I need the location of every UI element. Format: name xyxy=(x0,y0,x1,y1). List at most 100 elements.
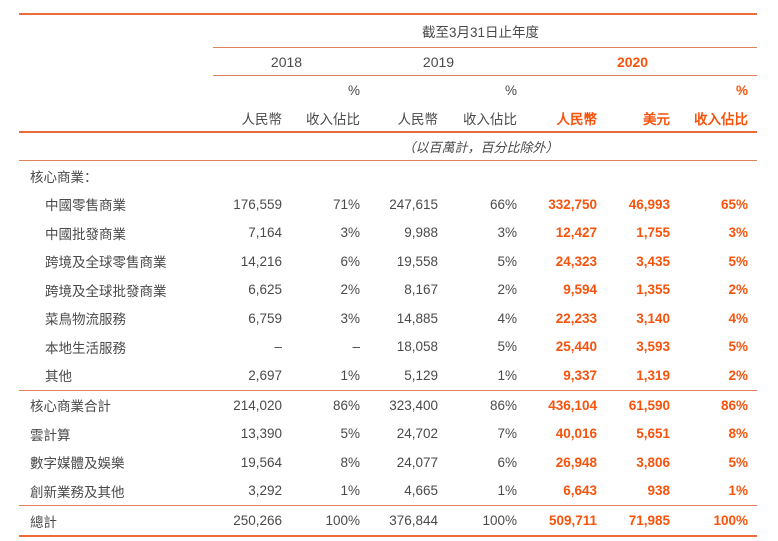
row-value: 3,593 xyxy=(636,339,670,355)
period-header-row: 截至3月31日止年度 xyxy=(19,14,758,48)
row-value xyxy=(438,161,517,191)
row-value: 86% xyxy=(670,389,758,420)
row-value: 3,435 xyxy=(636,253,670,269)
row-label: 其他 xyxy=(45,369,72,385)
units-note-row: （以百萬計，百分比除外） xyxy=(19,132,758,161)
row-value: 3% xyxy=(497,225,517,241)
row-value: 40,016 xyxy=(555,426,597,442)
row-label: 雲計算 xyxy=(30,427,71,443)
spacer-cell xyxy=(19,14,213,48)
row-value: 4% xyxy=(728,310,749,326)
table-row: 菜鳥物流服務 6,759 3% 14,885 4% 22,233 3,140 4% xyxy=(19,304,757,333)
row-value: 100% xyxy=(438,505,517,537)
row-value: 3,806 xyxy=(636,454,670,470)
row-value: 86% xyxy=(282,389,360,420)
col-header-rmb-2018: 人民幣 xyxy=(213,104,282,133)
row-label: 核心商業合計 xyxy=(19,389,213,420)
table-row: 數字媒體及娛樂 19,564 8% 24,077 6% 26,948 3,806 5% xyxy=(19,448,757,477)
row-value: 24,702 xyxy=(396,426,438,442)
spacer-cell xyxy=(19,76,213,105)
row-value: 18,058 xyxy=(396,339,438,355)
row-value: 3% xyxy=(340,225,360,241)
pct-symbol-2018: % xyxy=(347,82,360,98)
row-value: 214,020 xyxy=(213,389,282,420)
row-label: 創新業務及其他 xyxy=(30,484,125,500)
row-value: 6,625 xyxy=(248,282,282,298)
row-value: 5% xyxy=(728,253,749,269)
row-value: – xyxy=(274,339,282,355)
row-value: 9,337 xyxy=(563,367,597,383)
row-value: 4% xyxy=(497,310,517,326)
row-value: 1,755 xyxy=(636,225,670,241)
table-row: 跨境及全球零售商業 14,216 6% 19,558 5% 24,323 3,435 5% xyxy=(19,247,757,276)
row-label: 中國零售商業 xyxy=(45,198,126,214)
row-value: 71,985 xyxy=(597,505,670,537)
row-value: 5% xyxy=(497,253,517,269)
row-value: 86% xyxy=(438,389,517,420)
row-value: 4,665 xyxy=(404,483,438,499)
row-value: 2% xyxy=(340,282,360,298)
row-value: 3% xyxy=(728,225,749,241)
row-value: 6,759 xyxy=(248,310,282,326)
row-label: 跨境及全球零售商業 xyxy=(45,255,167,271)
row-value: 436,104 xyxy=(517,389,597,420)
row-value: 46,993 xyxy=(628,196,670,212)
row-value: 71% xyxy=(332,196,360,212)
row-value: 6% xyxy=(340,253,360,269)
row-value: 14,885 xyxy=(396,310,438,326)
row-value: 938 xyxy=(647,483,670,499)
row-value: 13,390 xyxy=(240,426,282,442)
row-value xyxy=(213,161,282,191)
row-value: 2% xyxy=(728,367,749,383)
row-value: 6,643 xyxy=(563,483,597,499)
row-value: 14,216 xyxy=(240,253,282,269)
spacer-cell xyxy=(19,104,213,133)
row-value: 2,697 xyxy=(248,367,282,383)
table-row: 中國批發商業 7,164 3% 9,988 3% 12,427 1,755 3% xyxy=(19,219,757,248)
row-value: 12,427 xyxy=(555,225,597,241)
row-label: 數字媒體及娛樂 xyxy=(30,456,125,472)
spacer-cell xyxy=(19,48,213,76)
year-header-row: 2018 2019 2020 xyxy=(19,47,758,76)
col-header-share-2020: 收入佔比 xyxy=(670,104,758,133)
row-value: 5,129 xyxy=(404,367,438,383)
row-value: 24,077 xyxy=(396,454,438,470)
table-row: 跨境及全球批發商業 6,625 2% 8,167 2% 9,594 1,355 2% xyxy=(19,276,757,305)
year-2018: 2018 xyxy=(213,47,360,76)
row-value: 26,948 xyxy=(555,454,597,470)
table-row: 其他 2,697 1% 5,129 1% 9,337 1,319 2% xyxy=(19,361,757,390)
year-2019: 2019 xyxy=(360,47,517,76)
row-value xyxy=(597,161,670,191)
percent-symbol-row: % % % xyxy=(19,76,757,105)
col-header-rmb-2019: 人民幣 xyxy=(360,104,438,133)
row-value: 509,711 xyxy=(517,505,597,537)
row-value: 1% xyxy=(340,483,360,499)
row-value: 25,440 xyxy=(555,339,597,355)
row-value: 247,615 xyxy=(389,196,438,212)
row-label: 核心商業： xyxy=(30,169,98,185)
row-value: – xyxy=(352,339,360,355)
table-row: 本地生活服務 – – 18,058 5% 25,440 3,593 5% xyxy=(19,333,757,362)
row-label: 菜鳥物流服務 xyxy=(45,312,126,328)
row-value: 9,594 xyxy=(563,282,597,298)
row-value: 323,400 xyxy=(360,389,438,420)
row-value: 1% xyxy=(340,367,360,383)
row-value: 5% xyxy=(728,339,749,355)
row-value: 19,558 xyxy=(396,253,438,269)
row-label: 總計 xyxy=(19,505,213,537)
row-value: 19,564 xyxy=(240,454,282,470)
row-value: 332,750 xyxy=(548,196,597,212)
column-header-row: 人民幣 收入佔比 人民幣 收入佔比 人民幣 美元 收入佔比 xyxy=(19,104,758,133)
row-value: 22,233 xyxy=(555,310,597,326)
row-value: 1,355 xyxy=(636,282,670,298)
table-row: 中國零售商業 176,559 71% 247,615 66% 332,750 46,993 6… xyxy=(19,190,757,219)
table-body: 核心商業： 中國零售商業 176,559 71% 247,615 66% 332,750 46… xyxy=(19,161,758,537)
table-row: 創新業務及其他 3,292 1% 4,665 1% 6,643 938 1% xyxy=(19,477,757,506)
pct-symbol-2020: % xyxy=(736,82,749,98)
row-value: 3,292 xyxy=(248,483,282,499)
col-header-usd-2020: 美元 xyxy=(597,104,670,133)
table-row: 雲計算 13,390 5% 24,702 7% 40,016 5,651 8% xyxy=(19,420,757,449)
table-row: 核心商業： xyxy=(19,161,757,191)
spacer-cell xyxy=(360,76,438,105)
period-title: 截至3月31日止年度 xyxy=(213,14,758,48)
